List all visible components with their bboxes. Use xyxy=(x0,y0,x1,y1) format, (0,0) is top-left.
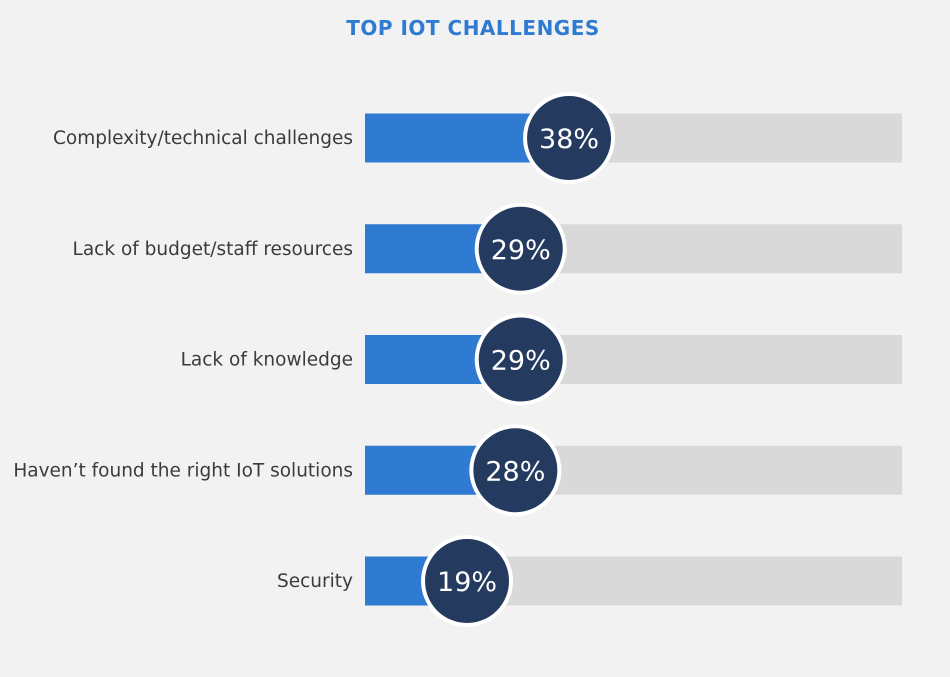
bar-row: Lack of budget/staff resources 29% xyxy=(73,202,902,295)
bar-row: Complexity/technical challenges 38% xyxy=(53,92,902,184)
value-badge xyxy=(421,535,514,627)
value-badge xyxy=(469,424,562,517)
bar-row: Haven’t found the right IoT solutions 28% xyxy=(13,424,902,517)
value-badge xyxy=(474,313,567,406)
bar-row: Lack of knowledge 29% xyxy=(181,313,902,406)
chart-title: TOP IOT CHALLENGES xyxy=(346,16,600,40)
data-label: 29% xyxy=(491,235,551,266)
category-label: Security xyxy=(277,571,353,592)
category-label: Lack of knowledge xyxy=(181,350,353,371)
data-label: 19% xyxy=(437,567,497,598)
data-label: 28% xyxy=(485,456,545,487)
value-badge xyxy=(523,92,616,184)
category-label: Haven’t found the right IoT solutions xyxy=(13,460,353,481)
bar-row: Security 19% xyxy=(277,535,902,627)
data-label: 29% xyxy=(491,346,551,377)
value-badge xyxy=(474,202,567,295)
data-label: 38% xyxy=(539,124,599,155)
category-label: Lack of budget/staff resources xyxy=(73,239,353,260)
category-label: Complexity/technical challenges xyxy=(53,128,353,149)
